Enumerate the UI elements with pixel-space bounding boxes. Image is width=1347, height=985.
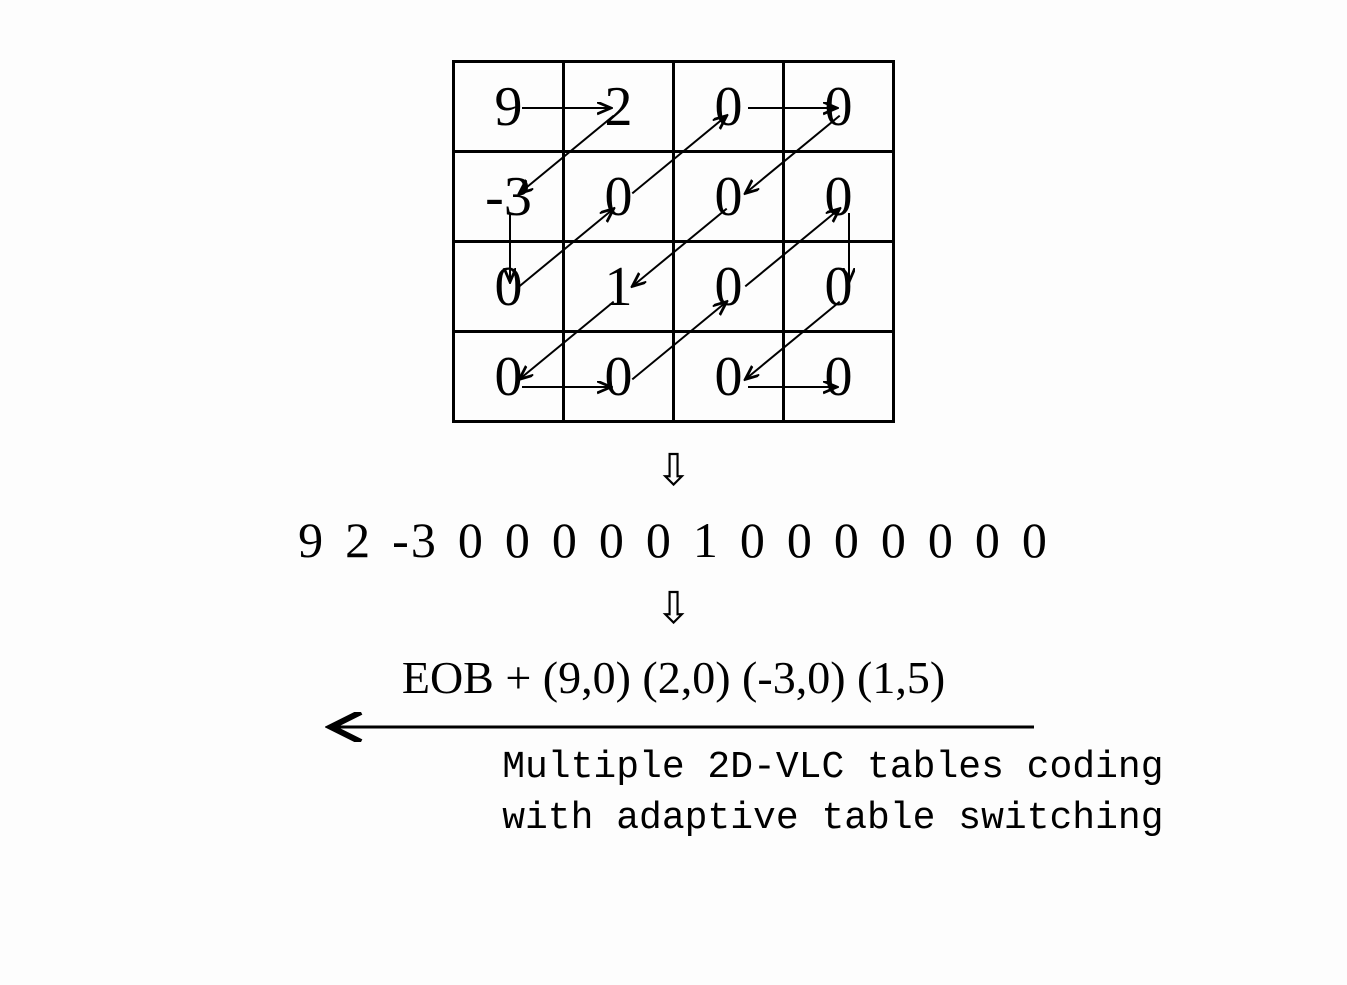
matrix-cell: 0: [674, 242, 784, 332]
sequence-value: 0: [646, 512, 673, 568]
matrix-cell: 0: [784, 152, 894, 242]
matrix-cell: -3: [454, 152, 564, 242]
matrix-row: 9 2 0 0: [454, 62, 894, 152]
matrix-cell: 0: [674, 152, 784, 242]
matrix-cell: 0: [784, 62, 894, 152]
matrix-cell: 0: [784, 242, 894, 332]
matrix-cell: 0: [564, 332, 674, 422]
matrix-cell: 9: [454, 62, 564, 152]
matrix-cell: 0: [674, 62, 784, 152]
sequence-value: 2: [345, 512, 372, 568]
coefficient-matrix: 9 2 0 0 -3 0 0 0 0 1 0 0 0 0 0 0: [452, 60, 895, 423]
sequence-value: 0: [599, 512, 626, 568]
runlevel-section: EOB + (9,0) (2,0) (-3,0) (1,5) Multiple …: [224, 651, 1124, 845]
sequence-value: 0: [740, 512, 767, 568]
matrix-cell: 0: [674, 332, 784, 422]
sequence-value: 0: [552, 512, 579, 568]
sequence-value: 0: [834, 512, 861, 568]
matrix-row: 0 1 0 0: [454, 242, 894, 332]
sequence-value: 0: [505, 512, 532, 568]
linear-sequence: 92-30000010000000: [288, 511, 1059, 569]
diagram-container: 9 2 0 0 -3 0 0 0 0 1 0 0 0 0 0 0: [224, 60, 1124, 845]
left-arrow-icon: [304, 712, 1044, 742]
sequence-value: 0: [928, 512, 955, 568]
sequence-value: 0: [1022, 512, 1049, 568]
caption-line-2: with adaptive table switching: [502, 797, 1163, 840]
caption: Multiple 2D-VLC tables coding with adapt…: [502, 742, 1163, 845]
down-arrow-icon: ⇩: [655, 449, 692, 493]
matrix-row: -3 0 0 0: [454, 152, 894, 242]
sequence-value: 0: [881, 512, 908, 568]
sequence-value: 0: [458, 512, 485, 568]
matrix-row: 0 0 0 0: [454, 332, 894, 422]
down-arrow-icon: ⇩: [655, 587, 692, 631]
sequence-value: 0: [975, 512, 1002, 568]
matrix-cell: 2: [564, 62, 674, 152]
runlevel-pairs: EOB + (9,0) (2,0) (-3,0) (1,5): [402, 651, 945, 704]
sequence-value: 0: [787, 512, 814, 568]
matrix-cell: 0: [784, 332, 894, 422]
sequence-value: -3: [392, 512, 438, 568]
matrix-cell: 0: [454, 332, 564, 422]
sequence-value: 9: [298, 512, 325, 568]
matrix-cell: 0: [454, 242, 564, 332]
sequence-value: 1: [693, 512, 720, 568]
matrix-wrapper: 9 2 0 0 -3 0 0 0 0 1 0 0 0 0 0 0: [452, 60, 895, 423]
matrix-cell: 1: [564, 242, 674, 332]
matrix-cell: 0: [564, 152, 674, 242]
caption-line-1: Multiple 2D-VLC tables coding: [502, 746, 1163, 789]
